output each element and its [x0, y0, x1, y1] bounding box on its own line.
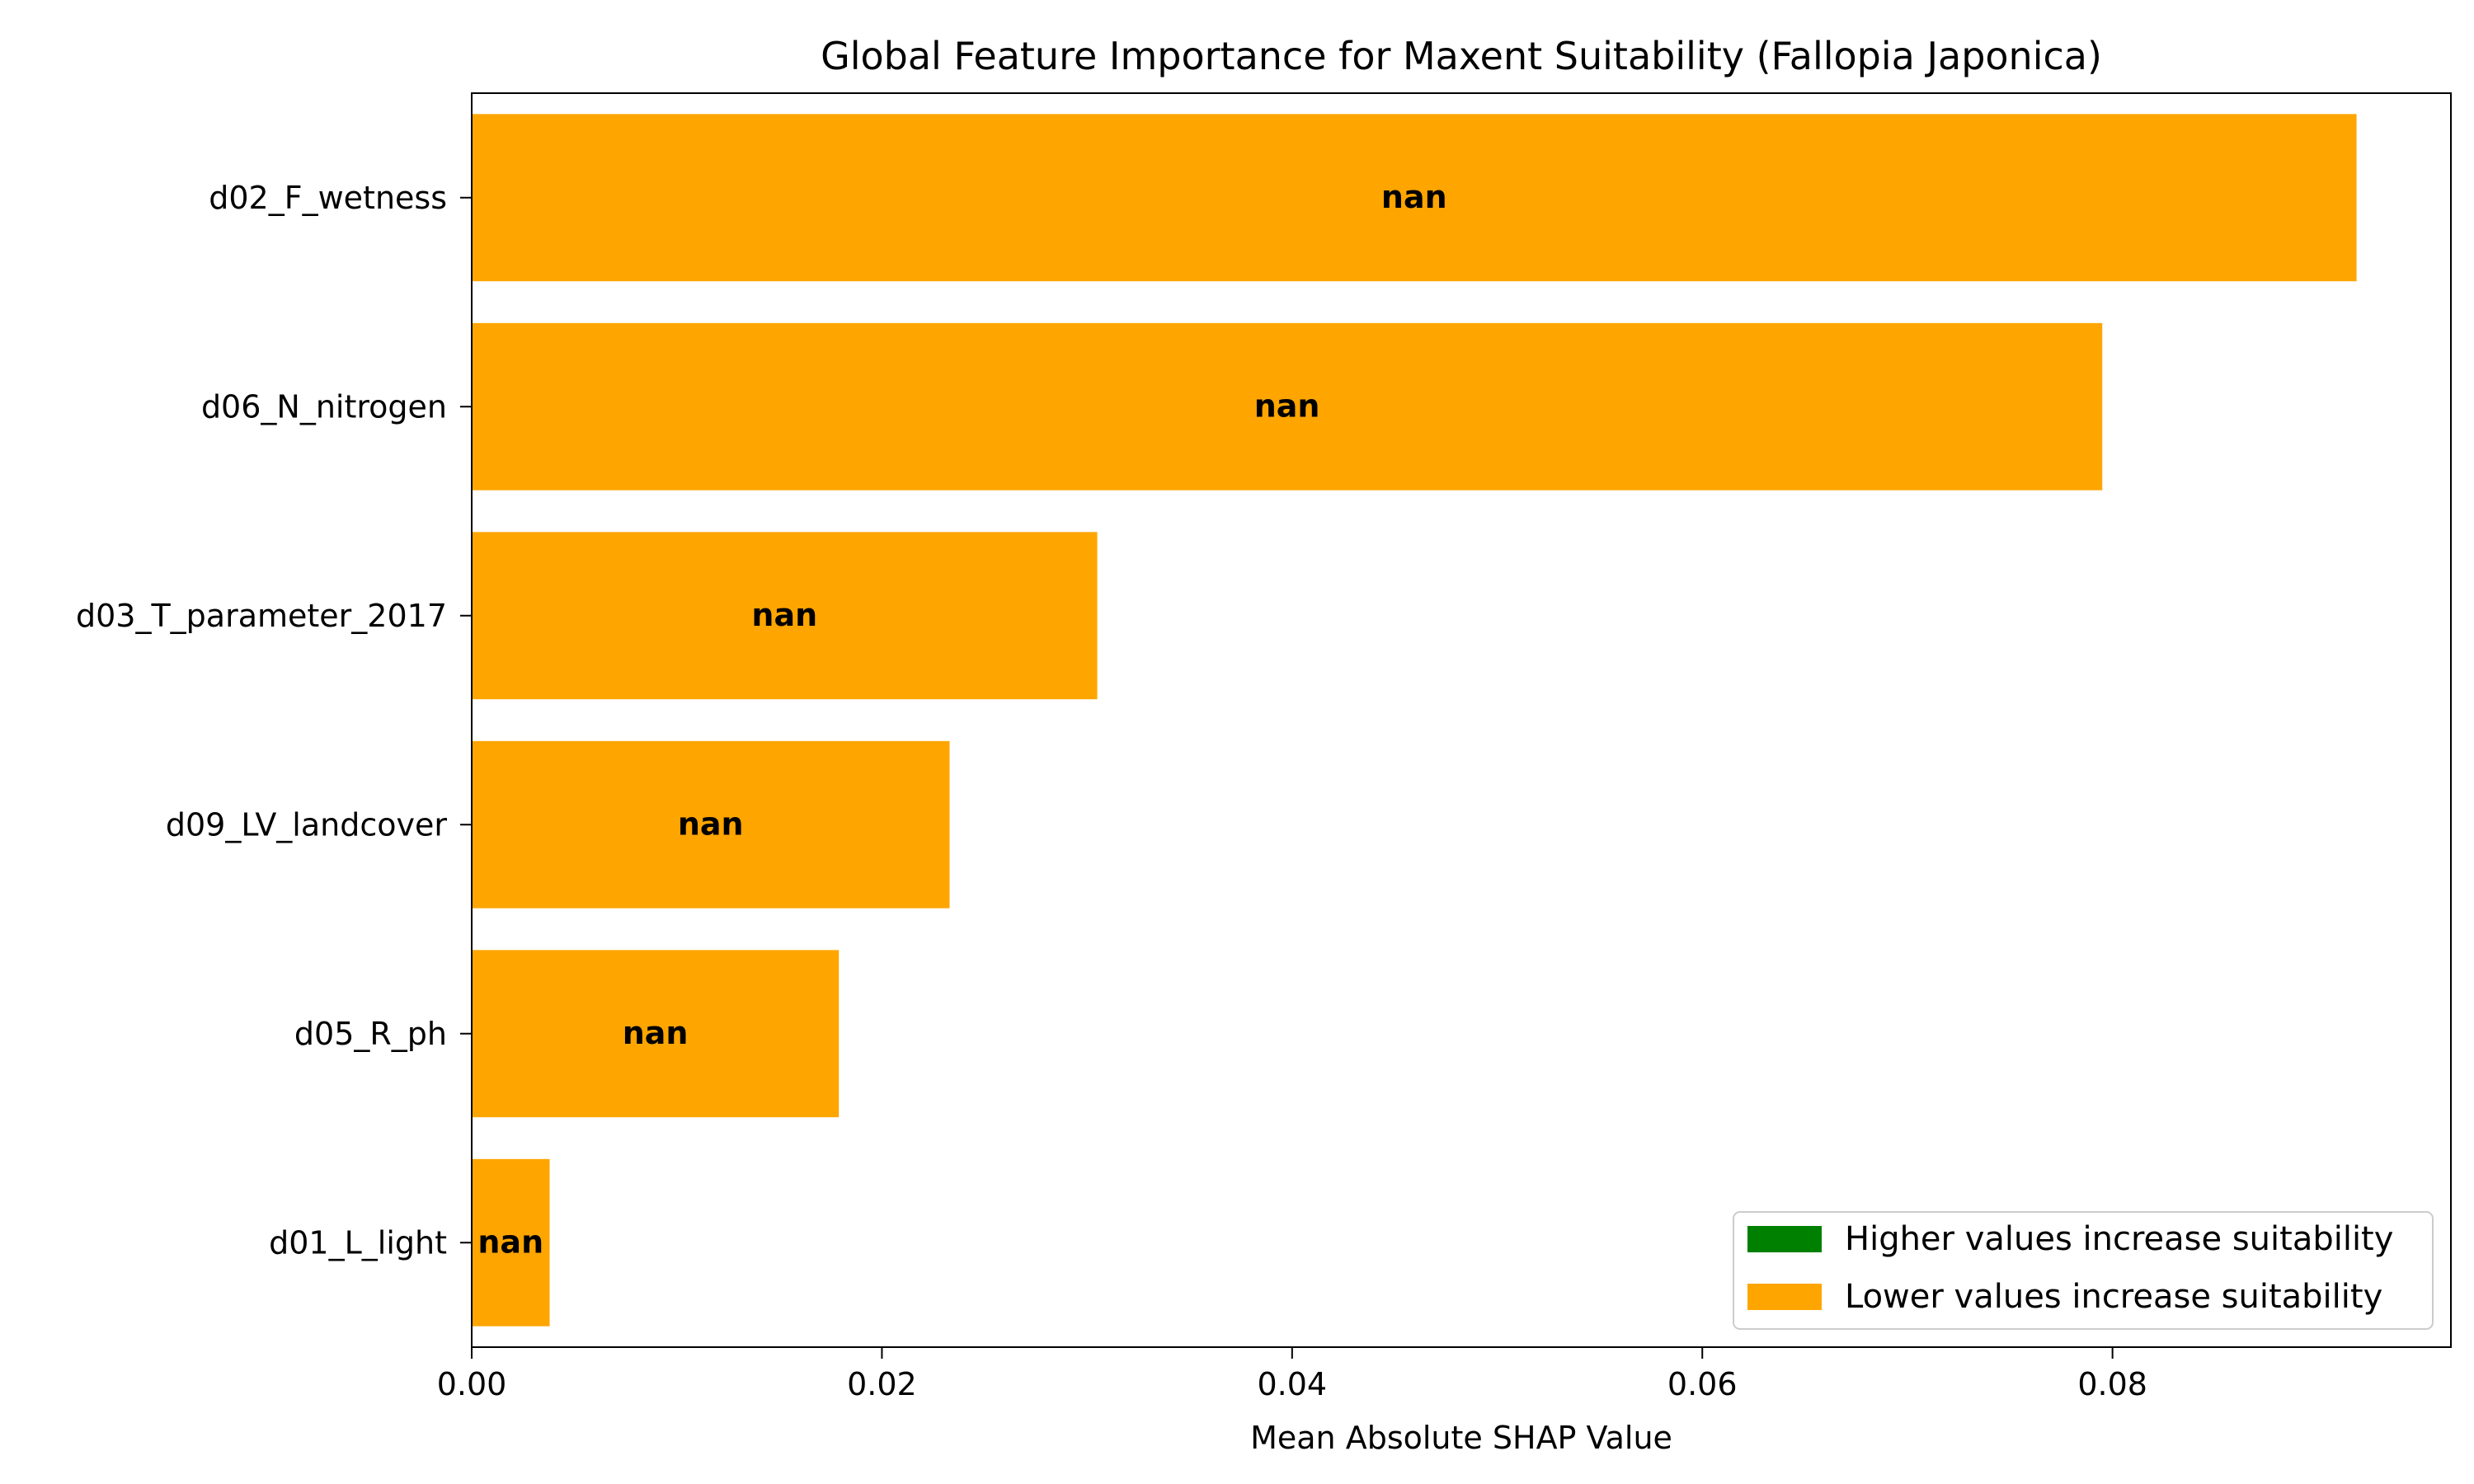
x-tick-label-0.02: 0.02 [847, 1366, 917, 1402]
y-tick-label-d09_LV_landcover: d09_LV_landcover [166, 806, 448, 843]
chart-title: Global Feature Importance for Maxent Sui… [821, 34, 2102, 78]
bar-label-d05_R_ph: nan [623, 1015, 689, 1051]
y-axis: d02_F_wetness d06_N_nitrogen d03_T_paramet… [76, 180, 472, 1261]
x-tick-label-0.08: 0.08 [2077, 1366, 2147, 1402]
y-tick-label-d02_F_wetness: d02_F_wetness [209, 180, 447, 216]
bars-layer [472, 114, 2357, 1327]
bar-d09_LV_landcover [472, 740, 950, 909]
legend-swatch-higher [1747, 1226, 1822, 1252]
bar-label-d09_LV_landcover: nan [678, 805, 744, 842]
x-tick-label-0.00: 0.00 [437, 1366, 507, 1402]
y-tick-label-d01_L_light: d01_L_light [269, 1224, 447, 1261]
x-tick-label-0.04: 0.04 [1258, 1366, 1328, 1402]
x-tick-label-0.06: 0.06 [1667, 1366, 1738, 1402]
bar-d03_T_parameter_2017 [472, 532, 1098, 700]
legend-label-lower: Lower values increase suitability [1845, 1278, 2382, 1316]
bar-d05_R_ph [472, 950, 840, 1118]
bar-label-d06_N_nitrogen: nan [1254, 387, 1320, 424]
plot-area-frame [471, 92, 2452, 1348]
bar-label-d02_F_wetness: nan [1381, 179, 1447, 215]
legend-frame [1733, 1211, 2434, 1330]
bar-label-d01_L_light: nan [477, 1223, 543, 1260]
bar-label-d03_T_parameter_2017: nan [751, 597, 817, 633]
bar-d01_L_light [472, 1158, 550, 1327]
y-tick-label-d05_R_ph: d05_R_ph [294, 1016, 447, 1052]
bar-d06_N_nitrogen [472, 322, 2103, 491]
legend: Higher values increase suitability Lower… [1733, 1211, 2434, 1330]
legend-label-higher: Higher values increase suitability [1845, 1220, 2393, 1258]
bar-labels-layer: nan nan nan nan nan nan [477, 179, 1446, 1261]
legend-swatch-lower [1747, 1284, 1822, 1310]
x-axis: 0.00 0.02 0.04 0.06 0.08 [437, 1347, 2147, 1402]
bar-d02_F_wetness [472, 114, 2357, 282]
x-axis-label: Mean Absolute SHAP Value [1250, 1420, 1672, 1456]
y-tick-label-d06_N_nitrogen: d06_N_nitrogen [201, 388, 447, 425]
y-tick-label-d03_T_parameter_2017: d03_T_parameter_2017 [76, 598, 447, 634]
